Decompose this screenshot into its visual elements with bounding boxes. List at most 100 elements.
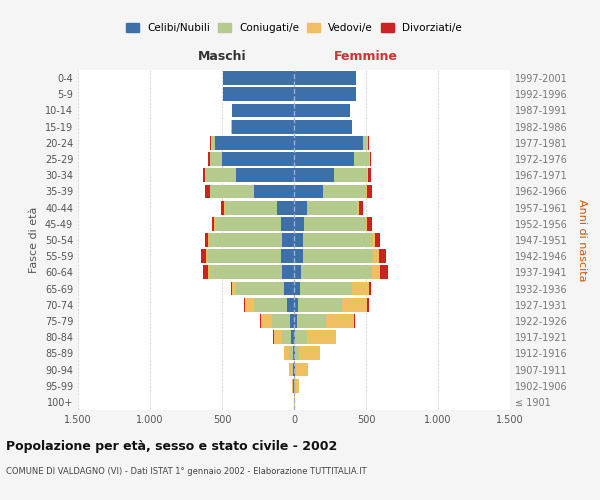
- Bar: [372, 266, 380, 280]
- Bar: [272, 314, 290, 328]
- Bar: [295, 379, 299, 392]
- Bar: [294, 217, 304, 230]
- Bar: [254, 184, 294, 198]
- Bar: [274, 330, 283, 344]
- Bar: [284, 346, 289, 360]
- Bar: [379, 250, 386, 263]
- Bar: [374, 233, 380, 247]
- Bar: [210, 184, 211, 198]
- Bar: [301, 266, 372, 280]
- Y-axis label: Anni di nascita: Anni di nascita: [577, 198, 587, 281]
- Bar: [205, 168, 206, 182]
- Bar: [232, 282, 236, 296]
- Bar: [224, 200, 225, 214]
- Bar: [294, 250, 302, 263]
- Bar: [367, 184, 373, 198]
- Bar: [206, 168, 236, 182]
- Bar: [368, 168, 371, 182]
- Bar: [211, 152, 222, 166]
- Bar: [208, 266, 211, 280]
- Bar: [212, 136, 215, 149]
- Bar: [206, 250, 208, 263]
- Legend: Celibi/Nubili, Coniugati/e, Vedovi/e, Divorziati/e: Celibi/Nubili, Coniugati/e, Vedovi/e, Di…: [124, 21, 464, 35]
- Bar: [297, 314, 326, 328]
- Bar: [336, 330, 337, 344]
- Bar: [300, 282, 352, 296]
- Bar: [294, 314, 297, 328]
- Bar: [209, 233, 283, 247]
- Bar: [352, 282, 369, 296]
- Bar: [236, 168, 294, 182]
- Bar: [307, 200, 358, 214]
- Text: Femmine: Femmine: [334, 50, 398, 63]
- Bar: [294, 168, 334, 182]
- Bar: [281, 217, 294, 230]
- Bar: [260, 314, 261, 328]
- Bar: [302, 233, 372, 247]
- Bar: [358, 200, 359, 214]
- Bar: [326, 314, 355, 328]
- Bar: [244, 298, 245, 312]
- Bar: [369, 282, 371, 296]
- Bar: [369, 152, 370, 166]
- Bar: [287, 298, 294, 312]
- Bar: [294, 152, 355, 166]
- Bar: [245, 298, 254, 312]
- Bar: [295, 362, 296, 376]
- Bar: [208, 152, 210, 166]
- Text: Maschi: Maschi: [197, 50, 247, 63]
- Bar: [236, 282, 284, 296]
- Bar: [294, 88, 356, 101]
- Bar: [294, 120, 352, 134]
- Bar: [296, 362, 308, 376]
- Bar: [294, 282, 300, 296]
- Bar: [363, 136, 367, 149]
- Bar: [323, 184, 366, 198]
- Bar: [284, 282, 294, 296]
- Bar: [299, 346, 320, 360]
- Bar: [292, 362, 293, 376]
- Bar: [289, 346, 293, 360]
- Bar: [210, 152, 211, 166]
- Bar: [367, 298, 369, 312]
- Text: COMUNE DI VALDAGNO (VI) - Dati ISTAT 1° gennaio 2002 - Elaborazione TUTTITALIA.I: COMUNE DI VALDAGNO (VI) - Dati ISTAT 1° …: [6, 468, 367, 476]
- Bar: [201, 250, 206, 263]
- Bar: [366, 184, 367, 198]
- Bar: [341, 298, 367, 312]
- Bar: [367, 168, 368, 182]
- Bar: [223, 71, 294, 85]
- Bar: [294, 184, 323, 198]
- Bar: [283, 330, 291, 344]
- Bar: [370, 152, 371, 166]
- Bar: [289, 362, 292, 376]
- Bar: [205, 233, 208, 247]
- Bar: [215, 217, 281, 230]
- Bar: [380, 266, 388, 280]
- Bar: [232, 120, 294, 134]
- Bar: [294, 266, 301, 280]
- Bar: [302, 250, 373, 263]
- Bar: [283, 266, 294, 280]
- Bar: [215, 136, 294, 149]
- Bar: [232, 104, 294, 118]
- Bar: [294, 71, 356, 85]
- Bar: [208, 233, 209, 247]
- Bar: [368, 136, 369, 149]
- Bar: [359, 200, 363, 214]
- Bar: [211, 266, 283, 280]
- Bar: [304, 217, 366, 230]
- Bar: [283, 233, 294, 247]
- Bar: [355, 152, 369, 166]
- Bar: [295, 330, 307, 344]
- Bar: [222, 152, 294, 166]
- Bar: [211, 136, 212, 149]
- Bar: [221, 200, 224, 214]
- Bar: [277, 200, 294, 214]
- Bar: [307, 330, 336, 344]
- Bar: [294, 330, 295, 344]
- Bar: [293, 346, 294, 360]
- Bar: [261, 314, 272, 328]
- Bar: [223, 88, 294, 101]
- Bar: [294, 200, 307, 214]
- Bar: [273, 330, 274, 344]
